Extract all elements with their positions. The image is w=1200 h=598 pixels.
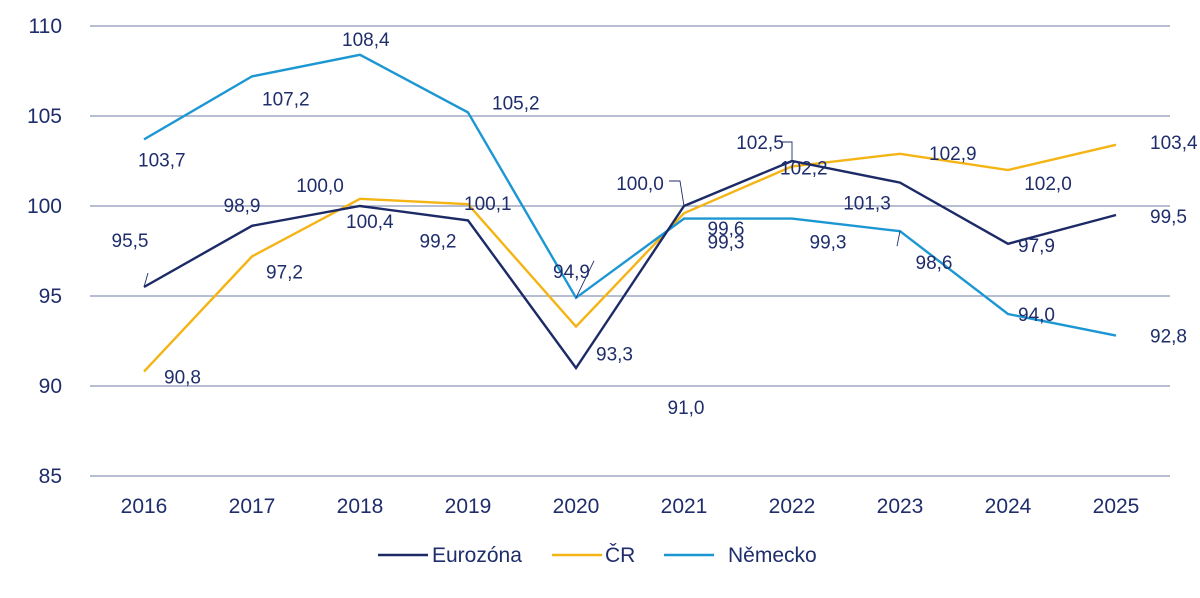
gridlines: [90, 25, 1170, 477]
data-label-nemecko: 94,0: [1018, 305, 1055, 326]
data-label-nemecko: 107,2: [262, 89, 310, 110]
data-label-nemecko: 98,6: [916, 253, 953, 274]
data-label-nemecko: 105,2: [492, 93, 540, 114]
data-labels: 95,5 98,9 100,0 99,2 91,0 100,0 102,5 101,3 97,9…: [112, 30, 1198, 419]
x-tick-label: 2021: [661, 495, 708, 518]
data-label-cr: 100,1: [464, 194, 512, 215]
leader-line: [782, 141, 793, 161]
data-label-eurozona: 98,9: [224, 196, 261, 217]
x-tick-label: 2018: [337, 495, 384, 518]
legend-item-nemecko: Německo: [664, 544, 817, 567]
data-label-cr: 103,4: [1150, 133, 1198, 154]
data-label-cr: 102,9: [929, 144, 977, 165]
leader-line: [143, 272, 149, 288]
x-axis-ticks: 2016 2017 2018 2019 2020 2021 2022 2023 2024 2025: [121, 495, 1140, 518]
legend-label: Eurozóna: [432, 544, 522, 567]
series-line-eurozona: [143, 159, 1117, 371]
legend-label: ČR: [605, 544, 635, 567]
legend-item-cr: ČR: [552, 544, 635, 567]
data-label-nemecko: 99,3: [708, 233, 745, 254]
data-label-eurozona: 97,9: [1018, 236, 1055, 257]
data-label-cr: 99,6: [708, 219, 745, 240]
data-label-eurozona: 100,0: [296, 176, 344, 197]
data-label-eurozona: 102,5: [736, 133, 784, 154]
y-tick-label: 90: [39, 375, 62, 398]
y-tick-label: 105: [27, 105, 62, 128]
data-label-nemecko: 94,9: [553, 262, 590, 283]
data-label-eurozona: 99,2: [420, 231, 457, 252]
x-tick-label: 2016: [121, 495, 168, 518]
y-tick-label: 85: [39, 465, 62, 488]
data-label-cr: 102,0: [1024, 174, 1072, 195]
data-label-nemecko: 92,8: [1150, 327, 1187, 348]
data-label-eurozona: 100,0: [616, 174, 664, 195]
legend-label: Německo: [728, 544, 817, 567]
x-tick-label: 2019: [445, 495, 492, 518]
x-tick-label: 2023: [877, 495, 924, 518]
data-label-eurozona: 99,5: [1150, 207, 1187, 228]
data-label-cr: 90,8: [164, 368, 201, 389]
data-label-cr: 93,3: [596, 345, 633, 366]
y-tick-label: 100: [27, 195, 62, 218]
data-label-nemecko: 108,4: [342, 30, 390, 51]
x-tick-label: 2025: [1093, 495, 1140, 518]
series-line-nemecko: [143, 53, 1117, 337]
leader-line: [896, 231, 901, 247]
legend: Eurozóna ČR Německo: [378, 544, 817, 567]
series-line-cr: [143, 143, 1117, 373]
x-tick-label: 2020: [553, 495, 600, 518]
x-tick-label: 2024: [985, 495, 1032, 518]
x-tick-label: 2022: [769, 495, 816, 518]
x-tick-label: 2017: [229, 495, 276, 518]
y-axis-ticks: 85 90 95 100 105 110: [27, 15, 62, 488]
data-label-cr: 97,2: [266, 262, 303, 283]
data-label-cr: 102,2: [780, 158, 828, 179]
data-label-eurozona: 95,5: [112, 231, 149, 252]
legend-item-eurozona: Eurozóna: [378, 544, 522, 567]
data-label-eurozona: 91,0: [668, 398, 705, 419]
label-leaders: [143, 141, 901, 298]
series-lines: [143, 53, 1117, 373]
data-label-nemecko: 103,7: [138, 150, 186, 171]
y-tick-label: 95: [39, 285, 62, 308]
data-label-cr: 100,4: [346, 212, 394, 233]
leader-line: [575, 260, 595, 298]
data-label-nemecko: 99,3: [810, 233, 847, 254]
data-label-eurozona: 101,3: [843, 194, 891, 215]
leader-line: [669, 180, 685, 207]
y-tick-label: 110: [29, 15, 62, 38]
